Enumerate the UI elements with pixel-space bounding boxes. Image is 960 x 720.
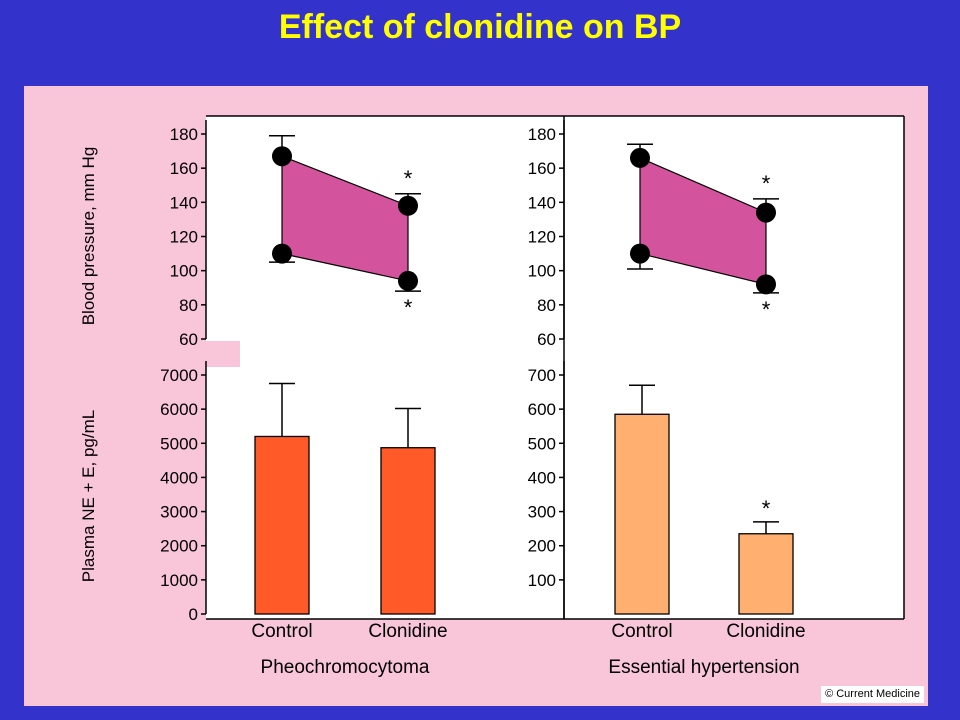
bp-essential-hypertension-significance-star: *	[762, 297, 771, 322]
plasma-essential-hypertension-y-axis-tick-label: 700	[528, 366, 556, 385]
plasma-essential-hypertension-category-label: Control	[611, 621, 672, 642]
plasma-essential-hypertension-bar	[614, 413, 670, 615]
bp-pheochromocytoma-point	[398, 270, 418, 291]
plasma-pheochromocytoma-category-label: Clonidine	[368, 621, 447, 642]
panel-gap	[206, 341, 240, 367]
plasma-pheochromocytoma-y-axis-tick-label: 1000	[160, 571, 198, 590]
bp-pheochromocytoma-point	[272, 243, 292, 264]
bp-pheochromocytoma-y-axis-tick-label: 100	[170, 262, 198, 281]
bp-essential-hypertension-point	[630, 147, 650, 168]
plasma-pheochromocytoma-y-axis-tick-label: 2000	[160, 537, 198, 556]
bp-pheochromocytoma-y-axis-tick-label: 180	[170, 125, 198, 144]
plasma-essential-hypertension-y-axis-tick-label: 600	[528, 400, 556, 419]
bp-pheochromocytoma-y-axis-tick-label: 60	[179, 330, 198, 349]
plasma-essential-hypertension-y-axis-tick-label: 300	[528, 503, 556, 522]
bp-essential-hypertension-y-axis-tick-label: 100	[528, 262, 556, 281]
plasma-essential-hypertension-y-axis-tick-label: 400	[528, 468, 556, 487]
plasma-pheochromocytoma-y-axis-tick-label: 4000	[160, 468, 198, 487]
bp-essential-hypertension-y-axis-tick-label: 80	[537, 296, 556, 315]
copyright-label: © Current Medicine	[821, 686, 924, 703]
bp-essential-hypertension-y-axis-tick-label: 120	[528, 228, 556, 247]
plasma-essential-hypertension-y-axis-tick-label: 500	[528, 434, 556, 453]
bp-essential-hypertension-y-axis-tick-label: 160	[528, 159, 556, 178]
plasma-y-axis-label: Plasma NE + E, pg/mL	[79, 410, 98, 582]
bp-pheochromocytoma-point	[272, 146, 292, 167]
bp-pheochromocytoma-y-axis-tick-label: 160	[170, 159, 198, 178]
bp-pheochromocytoma-point	[398, 195, 418, 216]
bp-essential-hypertension-point	[630, 243, 650, 264]
slide-title: Effect of clonidine on BP	[278, 8, 682, 46]
figure-panel: 60 80 100 120 140 160 180 * * 60 80 100 120 140 160 180…	[24, 86, 928, 706]
bp-pheochromocytoma-y-axis-tick-label: 140	[170, 193, 198, 212]
plasma-pheochromocytoma-y-axis-tick-label: 0	[189, 605, 198, 624]
figure-chart: 60 80 100 120 140 160 180 * * 60 80 100 120 140 160 180…	[79, 115, 905, 678]
plasma-pheochromocytoma-bar	[254, 435, 310, 615]
plasma-pheochromocytoma-category-label: Control	[251, 621, 312, 642]
bp-pheochromocytoma-significance-star: *	[404, 295, 413, 320]
bp-essential-hypertension-y-axis-tick-label: 140	[528, 193, 556, 212]
plasma-essential-hypertension-bar	[738, 533, 794, 615]
plasma-pheochromocytoma-y-axis-tick-label: 6000	[160, 400, 198, 419]
bp-pheochromocytoma-y-axis-tick-label: 120	[170, 228, 198, 247]
plasma-essential-hypertension-y-axis-tick-label: 200	[528, 537, 556, 556]
plasma-pheochromocytoma-y-axis-tick-label: 3000	[160, 503, 198, 522]
bp-pheochromocytoma-y-axis-tick-label: 80	[179, 296, 198, 315]
plasma-essential-hypertension-y-axis-tick-label: 100	[528, 571, 556, 590]
bp-essential-hypertension-point	[756, 274, 776, 295]
bp-y-axis-label: Blood pressure, mm Hg	[79, 147, 98, 326]
plasma-essential-hypertension-category-label: Clonidine	[726, 621, 805, 642]
bp-pheochromocytoma-significance-star: *	[404, 166, 413, 191]
plasma-pheochromocytoma-y-axis-tick-label: 5000	[160, 434, 198, 453]
bp-essential-hypertension-point	[756, 202, 776, 223]
plasma-essential-hypertension-group-label: Essential hypertension	[608, 657, 799, 678]
plasma-essential-hypertension-significance-star: *	[762, 496, 771, 521]
plasma-pheochromocytoma-group-label: Pheochromocytoma	[261, 657, 430, 678]
bp-essential-hypertension-significance-star: *	[762, 171, 771, 196]
plasma-pheochromocytoma-bar	[380, 447, 436, 615]
bp-essential-hypertension-y-axis-tick-label: 60	[537, 330, 556, 349]
bp-essential-hypertension-y-axis-tick-label: 180	[528, 125, 556, 144]
plasma-pheochromocytoma-y-axis-tick-label: 7000	[160, 366, 198, 385]
